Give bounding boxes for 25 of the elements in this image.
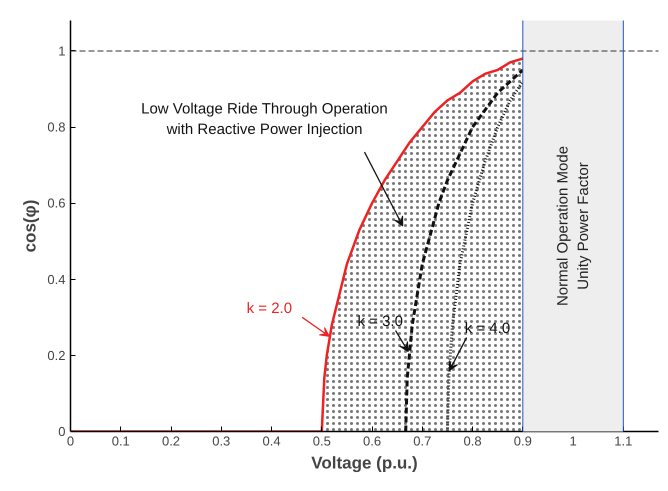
y-tick-label: 0.2 bbox=[47, 348, 66, 363]
y-tick-label: 0.8 bbox=[47, 120, 66, 135]
y-tick-label: 0.4 bbox=[47, 272, 66, 287]
band-label: Normal Operation Mode Unity Power Factor bbox=[554, 146, 592, 306]
annotation: k = 4.0 bbox=[464, 320, 510, 338]
line-series bbox=[446, 80, 524, 432]
x-tick-label: 1.1 bbox=[614, 434, 632, 448]
x-tick-label: 1 bbox=[569, 434, 577, 448]
x-tick-label: 0.2 bbox=[162, 434, 180, 448]
x-tick-label: 0.4 bbox=[262, 434, 281, 448]
y-tick-label: 1 bbox=[58, 43, 66, 58]
annotation: Low Voltage Ride Through Operation with Reactive Power Injection bbox=[141, 100, 388, 138]
x-tick-label: 0.7 bbox=[413, 434, 432, 448]
x-tick-label: 0.6 bbox=[363, 434, 382, 448]
annotation: k = 2.0 bbox=[246, 300, 292, 317]
y-tick-label: 0 bbox=[58, 424, 66, 439]
annotation: k = 3.0 bbox=[358, 313, 403, 330]
x-tick-label: 0.1 bbox=[112, 434, 130, 448]
x-tick-label: 0.3 bbox=[212, 434, 230, 448]
x-tick-label: 0.5 bbox=[312, 434, 331, 448]
x-tick-label: 0.9 bbox=[514, 434, 532, 448]
y-tick-label: 0.6 bbox=[47, 196, 66, 211]
x-tick-label: 0.8 bbox=[464, 434, 482, 448]
y-axis-title: cos(φ) bbox=[20, 200, 40, 252]
x-axis-title: Voltage (p.u.) bbox=[311, 454, 418, 472]
